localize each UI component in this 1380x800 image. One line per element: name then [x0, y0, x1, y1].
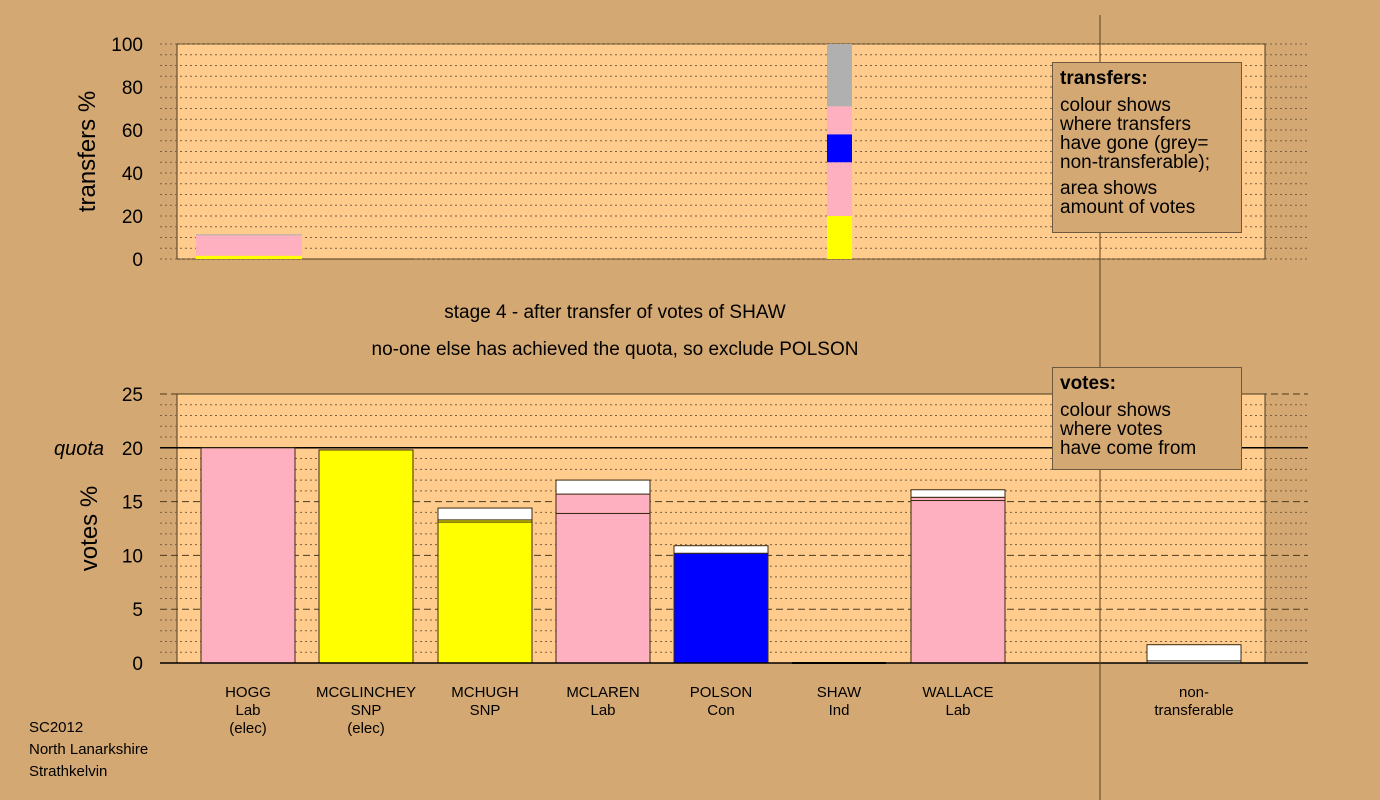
- vote-segment-wallace: [910, 500, 1006, 664]
- legend-votes-line: have come from: [1060, 438, 1197, 459]
- vote-segment-mclaren: [555, 512, 651, 664]
- category-name: HOGG: [225, 684, 271, 701]
- legend-transfers: transfers: colour shows where transfers …: [1052, 62, 1242, 233]
- vote-segment-mchugh: [437, 507, 533, 521]
- vote-segment-polson: [673, 552, 769, 664]
- vote-segment-mcglinchey: [318, 449, 414, 664]
- legend-votes-line: colour shows: [1060, 400, 1171, 421]
- footer: SC2012 North Lanarkshire Strathkelvin: [29, 717, 148, 783]
- category-party: Lab: [235, 702, 260, 719]
- transfers-y-label: transfers %: [74, 91, 101, 212]
- votes-y-tick: 10: [122, 546, 143, 567]
- footer-ward: Strathkelvin: [29, 763, 108, 780]
- transfer-segment-shaw: [827, 44, 852, 107]
- stage-caption: stage 4 - after transfer of votes of SHA…: [444, 302, 786, 323]
- transfer-segment-shaw: [827, 216, 852, 259]
- category-name: non-: [1179, 684, 1209, 701]
- legend-votes-line: where votes: [1060, 419, 1163, 440]
- category-party: Lab: [945, 702, 970, 719]
- footer-election: SC2012: [29, 719, 84, 736]
- transfer-segment-hogg: [196, 235, 302, 256]
- category-party: transferable: [1154, 702, 1233, 719]
- votes-y-tick: 20: [122, 439, 143, 460]
- vote-segment-hogg: [200, 447, 296, 664]
- votes-y-tick: 0: [132, 654, 143, 675]
- category-name: WALLACE: [922, 684, 993, 701]
- legend-transfers-line: colour shows: [1060, 95, 1171, 116]
- category-name: MCLAREN: [566, 684, 639, 701]
- category-name: POLSON: [690, 684, 753, 701]
- category-party: Lab: [590, 702, 615, 719]
- quota-label: quota: [54, 438, 104, 460]
- vote-segment-polson: [673, 545, 769, 554]
- legend-transfers-line: non-transferable);: [1060, 152, 1210, 173]
- vote-segment-non-transferable: [1146, 644, 1242, 662]
- category-name: MCGLINCHEY: [316, 684, 416, 701]
- transfers-y-tick: 100: [111, 35, 143, 56]
- votes-y-tick: 15: [122, 493, 143, 514]
- transfers-y-tick: 80: [122, 78, 143, 99]
- category-status: (elec): [347, 720, 385, 737]
- legend-transfers-line: area shows: [1060, 178, 1158, 199]
- transfer-segment-shaw: [827, 162, 852, 216]
- category-party: SNP: [470, 702, 501, 719]
- category-name: SHAW: [817, 684, 862, 701]
- vote-segment-mclaren: [555, 493, 651, 514]
- votes-y-label: votes %: [76, 486, 103, 571]
- transfers-y-tick: 0: [132, 250, 143, 271]
- category-party: Con: [707, 702, 735, 719]
- category-name: MCHUGH: [451, 684, 519, 701]
- transfers-y-tick: 60: [122, 121, 143, 142]
- legend-transfers-line: amount of votes: [1060, 197, 1196, 218]
- legend-votes: votes: colour shows where votes have com…: [1052, 367, 1242, 470]
- legend-transfers-title: transfers:: [1060, 68, 1148, 89]
- transfer-segment-hogg: [196, 255, 302, 259]
- vote-segment-wallace: [910, 489, 1006, 498]
- transfer-segment-shaw: [827, 134, 852, 163]
- transfers-y-tick: 40: [122, 164, 143, 185]
- legend-transfers-line: have gone (grey=: [1060, 133, 1209, 154]
- votes-y-tick: 5: [132, 600, 143, 621]
- category-status: (elec): [229, 720, 267, 737]
- legend-transfers-line: where transfers: [1060, 114, 1191, 135]
- legend-votes-title: votes:: [1060, 373, 1116, 394]
- exclusion-note: no-one else has achieved the quota, so e…: [372, 339, 859, 360]
- category-party: SNP: [351, 702, 382, 719]
- transfers-y-tick: 20: [122, 207, 143, 228]
- vote-segment-mchugh: [437, 521, 533, 664]
- votes-y-tick: 25: [122, 385, 143, 406]
- footer-council: North Lanarkshire: [29, 741, 149, 758]
- vote-segment-mclaren: [555, 479, 651, 495]
- transfer-segment-hogg: [196, 234, 302, 236]
- category-party: Ind: [829, 702, 850, 719]
- transfer-segment-shaw: [827, 106, 852, 135]
